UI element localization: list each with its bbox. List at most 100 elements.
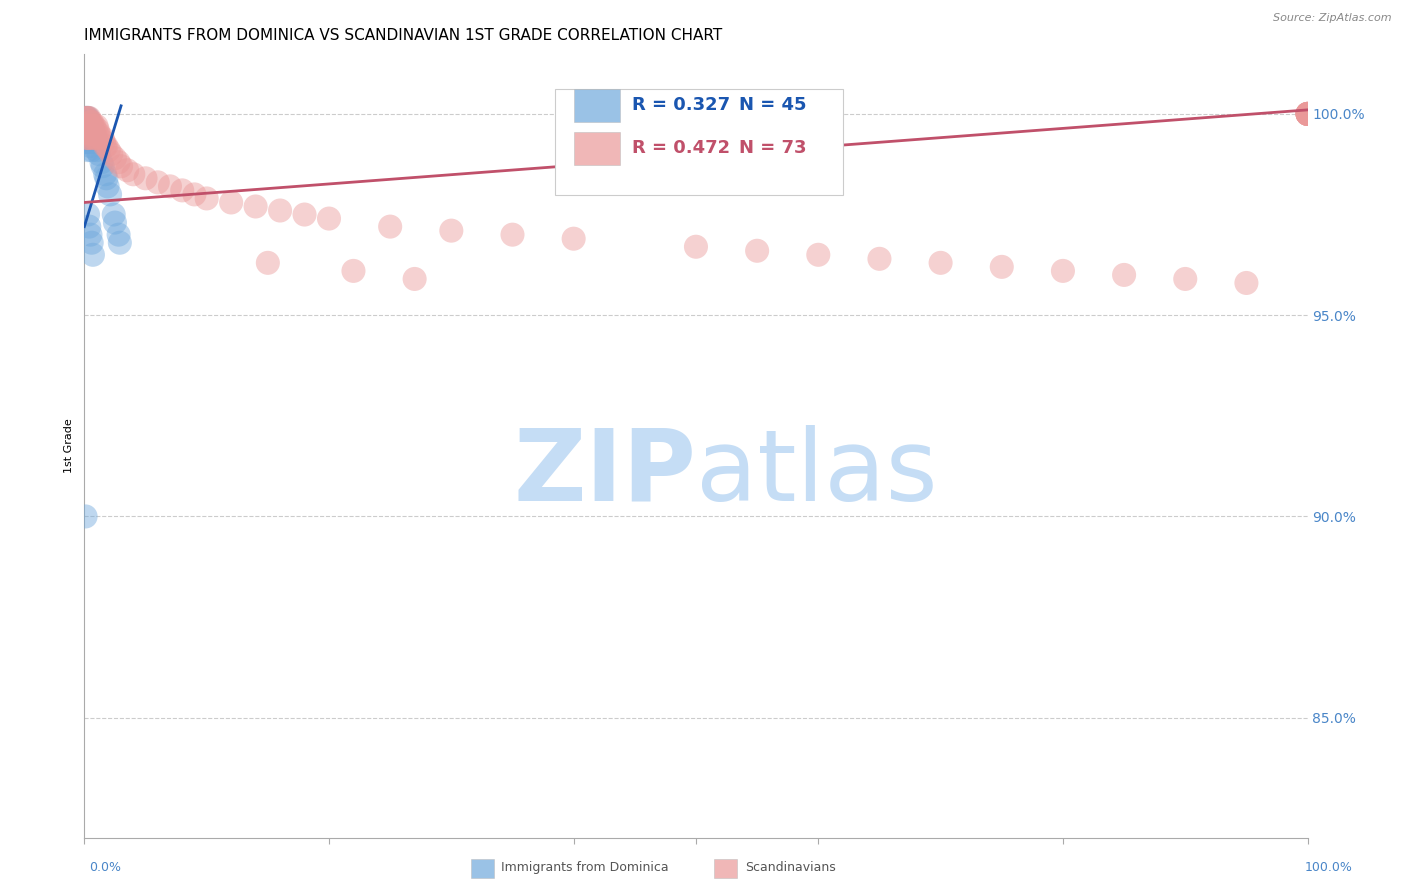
- Point: [76, 111, 98, 125]
- Point: [1296, 107, 1319, 121]
- Point: [93, 135, 115, 149]
- Point: [79, 115, 101, 129]
- Point: [1174, 272, 1197, 286]
- Point: [80, 131, 103, 145]
- Point: [342, 264, 364, 278]
- Point: [104, 216, 127, 230]
- Point: [1296, 107, 1319, 121]
- Point: [96, 171, 118, 186]
- Point: [84, 123, 107, 137]
- Point: [79, 139, 101, 153]
- Point: [79, 119, 101, 133]
- Point: [1296, 107, 1319, 121]
- Point: [75, 115, 97, 129]
- Point: [90, 155, 112, 169]
- Text: R = 0.472: R = 0.472: [633, 139, 731, 157]
- Point: [100, 147, 122, 161]
- Point: [86, 143, 108, 157]
- Point: [159, 179, 181, 194]
- Point: [294, 208, 316, 222]
- Point: [77, 123, 100, 137]
- Point: [86, 119, 108, 133]
- Point: [1296, 107, 1319, 121]
- Point: [929, 256, 952, 270]
- FancyBboxPatch shape: [555, 89, 842, 194]
- Point: [257, 256, 280, 270]
- Point: [183, 187, 205, 202]
- Point: [97, 179, 120, 194]
- Point: [103, 208, 125, 222]
- Point: [75, 509, 97, 524]
- Point: [77, 208, 100, 222]
- Point: [1296, 107, 1319, 121]
- Text: IMMIGRANTS FROM DOMINICA VS SCANDINAVIAN 1ST GRADE CORRELATION CHART: IMMIGRANTS FROM DOMINICA VS SCANDINAVIAN…: [84, 28, 723, 43]
- Point: [269, 203, 291, 218]
- Point: [75, 127, 97, 141]
- Point: [1114, 268, 1136, 282]
- Point: [195, 191, 218, 205]
- Point: [75, 111, 97, 125]
- Point: [77, 135, 100, 149]
- Text: N = 45: N = 45: [738, 95, 806, 113]
- Point: [75, 119, 97, 133]
- Point: [76, 127, 98, 141]
- Point: [79, 127, 101, 141]
- Point: [77, 111, 100, 125]
- Point: [77, 219, 100, 234]
- Point: [94, 167, 117, 181]
- Point: [79, 127, 101, 141]
- Point: [1296, 107, 1319, 121]
- Point: [1296, 107, 1319, 121]
- Point: [380, 219, 402, 234]
- Point: [82, 248, 104, 262]
- Point: [869, 252, 891, 266]
- Point: [76, 119, 98, 133]
- Point: [96, 139, 118, 153]
- Point: [77, 119, 100, 133]
- Point: [87, 123, 110, 137]
- Point: [82, 119, 104, 133]
- Point: [135, 171, 157, 186]
- Text: atlas: atlas: [696, 425, 938, 522]
- Point: [97, 143, 120, 157]
- Text: R = 0.327: R = 0.327: [633, 95, 731, 113]
- Point: [82, 123, 104, 137]
- Point: [77, 119, 100, 133]
- Point: [80, 127, 103, 141]
- Point: [146, 175, 169, 189]
- Point: [747, 244, 769, 258]
- Point: [91, 131, 114, 145]
- Point: [172, 183, 194, 197]
- FancyBboxPatch shape: [574, 89, 620, 122]
- Y-axis label: 1st Grade: 1st Grade: [63, 418, 75, 474]
- Point: [502, 227, 524, 242]
- Point: [91, 159, 114, 173]
- Point: [77, 127, 100, 141]
- Point: [77, 131, 100, 145]
- Point: [245, 199, 267, 213]
- Point: [76, 119, 98, 133]
- Point: [76, 131, 98, 145]
- Point: [77, 135, 100, 149]
- Point: [115, 163, 138, 178]
- Point: [80, 235, 103, 250]
- Point: [80, 115, 103, 129]
- Point: [76, 111, 98, 125]
- Point: [77, 131, 100, 145]
- Point: [107, 227, 129, 242]
- Point: [80, 143, 103, 157]
- Point: [86, 131, 108, 145]
- Point: [1052, 264, 1074, 278]
- Point: [1296, 107, 1319, 121]
- Point: [104, 151, 127, 165]
- Text: 100.0%: 100.0%: [1305, 862, 1353, 874]
- Point: [1296, 107, 1319, 121]
- Point: [83, 127, 105, 141]
- Point: [87, 147, 110, 161]
- Point: [77, 111, 100, 125]
- Point: [86, 135, 108, 149]
- Point: [685, 240, 707, 254]
- Text: ZIP: ZIP: [513, 425, 696, 522]
- Point: [76, 135, 98, 149]
- Point: [110, 159, 132, 173]
